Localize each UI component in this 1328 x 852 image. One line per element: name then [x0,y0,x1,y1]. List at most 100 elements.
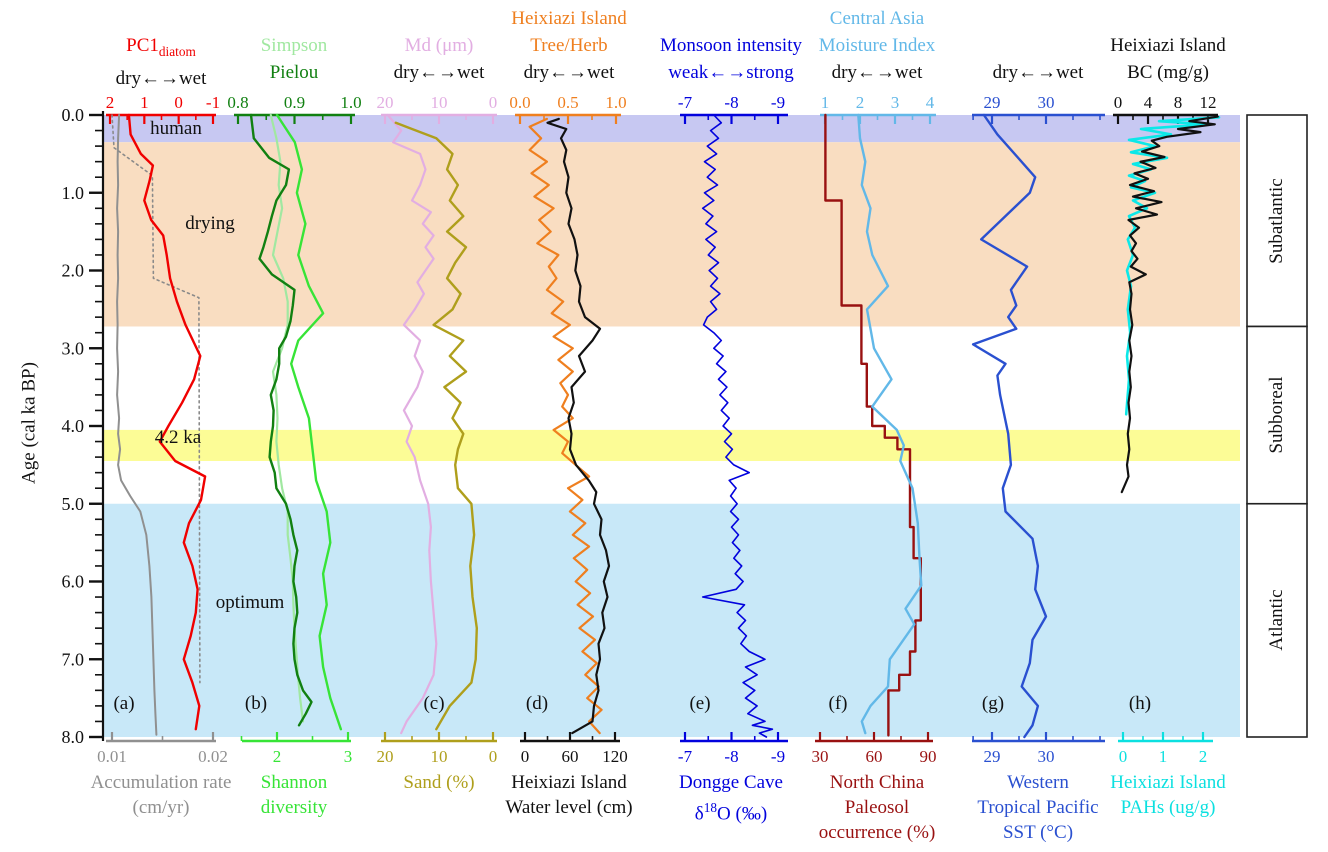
panel-a-top-tick-label: 2 [106,93,115,112]
panel-h-top-title-line-0: Heixiazi Island [1110,35,1226,56]
panel-d-bottom-title-line-1: Water level (cm) [505,797,633,818]
panel-e-bottom-title-line-0: Dongge Cave [679,772,783,793]
panel-c-bottom-title-line-0: Sand (%) [403,772,475,793]
band-drying [103,142,1240,327]
panel-g-top-tick-label: 29 [984,93,1001,112]
panel-g-bottom-tick-label: 30 [1038,747,1055,766]
panel-c-top-title: Md (μm) dry←→wet [394,32,485,86]
series-pc1-diatom [127,113,207,731]
panel-a-letter: (a) [113,693,135,714]
series-tree-herb-ratio [528,117,603,735]
age-axis-title: Age (cal ka BP) [18,362,40,484]
panel-f-top-tick-label: 3 [891,93,900,112]
annotation-optimum: optimum [215,592,285,613]
age-tick-label: 3.0 [62,338,85,358]
series-accumulation-rate [116,114,158,736]
panel-b-bottom-title-line-1: diversity [260,797,328,818]
panel-g-top-tick-label: 30 [1038,93,1055,112]
panel-c-bottom-tick-label: 20 [377,747,394,766]
panel-f-letter: (f) [828,693,848,714]
panel-e-top-title-line-1: weak←→strong [668,62,794,83]
panel-f-bottom-tick-label: 90 [920,747,937,766]
panel-d-letter: (d) [525,693,549,714]
panel-a-top-tick-label: -1 [206,93,220,112]
panel-b-bottom-tick-label: 2 [273,747,282,766]
band-optimum [103,503,1240,737]
zone-box-atlantic [1246,502,1308,738]
panel-f-top-title-line-2: dry←→wet [831,62,923,83]
panel-f-bottom-title-line-2: occurrence (%) [818,822,936,843]
panel-c-bottom-title: Sand (%) [403,770,474,795]
panel-g-bottom-title-line-2: SST (°C) [1002,822,1074,843]
panel-b-top-title-line-1: Pielou [269,62,319,83]
panel-a-bottom-title-line-0: Accumulation rate [90,772,232,793]
panel-f-top-tick-label: 4 [926,93,935,112]
panel-d-top-title-line-1: Tree/Herb [530,35,608,56]
annotation-drying: drying [185,213,235,234]
series-dongge-d18o [701,114,774,738]
panel-g-bottom-title-line-1: Tropical Pacific [977,797,1099,818]
panel-e-top-tick-label: -8 [724,93,738,112]
series-median-grain-size [386,113,438,735]
panel-a-bottom-tick-label: 0.02 [198,747,228,766]
panel-c-top-tick-label: 0 [489,93,498,112]
panel-f-top-title-line-0: Central Asia [829,8,925,29]
band-4-2-ka [103,429,1240,461]
panel-h-bottom-tick-label: 1 [1159,747,1168,766]
panel-g-bottom-title: Western Tropical Pacific SST (°C) [977,770,1098,845]
series-sand-percent [394,121,478,731]
panel-c-bottom-tick-label: 0 [489,747,498,766]
panel-h-bottom-tick-label: 0 [1119,747,1128,766]
series-simpson-diversity [269,113,305,723]
panel-b-top-tick-label: 0.8 [227,93,248,112]
panel-f-top-tick-label: 2 [856,93,865,112]
panel-h-letter: (h) [1128,693,1152,714]
panel-e-bottom-tick-label: -7 [678,747,693,766]
panel-e-top-tick-label: -9 [771,93,785,112]
panel-c-bottom-tick-label: 10 [431,747,448,766]
panel-h-top-title: Heixiazi Island BC (mg/g) [1110,32,1226,86]
panel-a-bottom-tick-label: 0.01 [97,747,127,766]
panel-d-bottom-tick-label: 120 [602,747,628,766]
zone-label-subboreal: Subboreal [1266,376,1287,454]
panel-a-top-title-line-1: dry←→wet [115,67,207,89]
panel-d-top-tick-label: 0.5 [557,93,578,112]
panel-g-top-title: dry←→wet [993,59,1084,86]
panel-f-bottom-tick-label: 30 [812,747,829,766]
panel-e-bottom-tick-label: -8 [724,747,738,766]
panel-d-bottom-tick-label: 60 [562,747,579,766]
panel-d-bottom-tick-label: 0 [521,747,530,766]
series-pielou-evenness [249,113,313,727]
panel-h-bottom-title-line-1: PAHs (ug/g) [1120,797,1216,818]
panel-f-bottom-title-line-0: North China [829,772,925,793]
age-tick-label: 1.0 [62,183,85,203]
panel-d-top-title: Heixiazi Island Tree/Herb dry←→wet [511,5,627,86]
zone-box-subatlantic [1246,114,1308,328]
series-central-asia-moisture-index [857,113,923,735]
panel-h-top-tick-label: 8 [1174,93,1183,112]
panel-e-top-tick-label: -7 [678,93,693,112]
panel-c-top-tick-label: 10 [431,93,448,112]
panel-e-bottom-title: Dongge Cave δ18O (‰) [679,770,783,826]
panel-b-bottom-title-line-0: Shannon [260,772,328,793]
panel-b-bottom-tick-label: 3 [344,747,353,766]
panel-f-top-title-line-1: Moisture Index [818,35,936,56]
zone-label-subatlantic: Subatlantic [1266,177,1287,264]
panel-e-letter: (e) [689,693,711,714]
panel-d-top-tick-label: 1.0 [605,93,626,112]
series-shannon-diversity [275,113,343,731]
panel-a-bottom-title-line-1: (cm/yr) [132,797,190,818]
panel-e-bottom-tick-label: -9 [771,747,785,766]
panel-a-top-tick-label: 1 [140,93,149,112]
panel-c-top-title-line-0: Md (μm) [404,35,474,56]
panel-e-bottom-title-line-1: δ18O (‰) [694,800,768,825]
panel-a-top-title-line-0: PC1diatom [126,35,196,59]
panel-f-bottom-tick-label: 60 [866,747,883,766]
panel-h-bottom-tick-label: 2 [1199,747,1208,766]
zone-label-atlantic: Atlantic [1266,589,1287,651]
panel-b-top-title: Simpson Pielou [261,32,328,86]
panel-a-bottom-title: Accumulation rate (cm/yr) [91,770,232,820]
panel-b-letter: (b) [244,693,268,714]
panel-c-letter: (c) [423,693,445,714]
